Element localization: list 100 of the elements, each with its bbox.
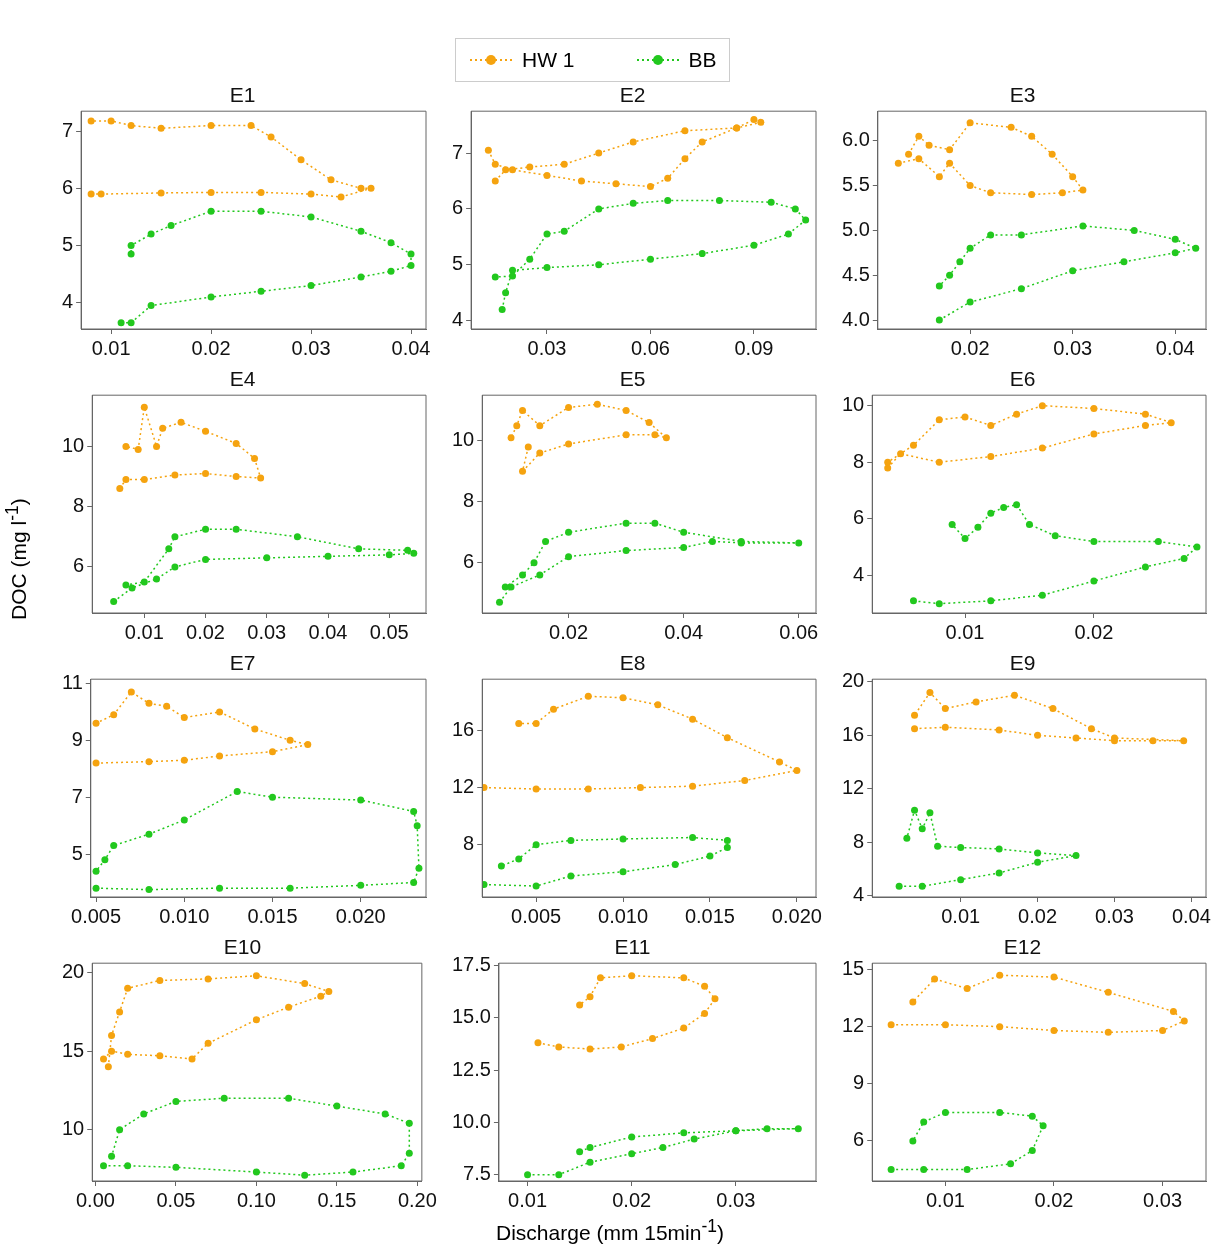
x-tick-label: 0.15 <box>317 1188 357 1211</box>
x-axis-title: Discharge (mm 15min$^{-1}$) <box>495 1216 725 1245</box>
y-tick-label: 8 <box>463 489 475 512</box>
x-tick-label: 0.01 <box>508 1188 548 1211</box>
x-tick-label: 0.02 <box>549 620 589 643</box>
y-tick-label: 20 <box>62 960 85 983</box>
y-tick-label: 6 <box>853 1128 865 1151</box>
y-tick-label: 10.0 <box>451 1109 491 1132</box>
y-tick-label: 7 <box>62 118 74 141</box>
y-tick-label: 4.5 <box>841 262 870 285</box>
y-tick-label: 8 <box>853 449 865 472</box>
x-tick-label: 0.02 <box>1018 904 1058 927</box>
y-tick-label: 16 <box>452 718 475 741</box>
x-tick-label: 0.02 <box>612 1188 652 1211</box>
y-tick-label: 10 <box>62 1117 85 1140</box>
y-tick-label: 16 <box>842 722 865 745</box>
y-tick-label: 6 <box>62 175 74 198</box>
x-tick-label: 0.03 <box>1095 904 1134 927</box>
x-tick-label: 0.020 <box>771 904 822 927</box>
y-tick-label: 9 <box>71 727 83 750</box>
chart-title: E10 <box>223 935 262 959</box>
chart-title: E7 <box>229 651 256 675</box>
x-tick-label: 0.00 <box>76 1188 115 1211</box>
x-tick-label: 0.09 <box>734 336 774 359</box>
x-tick-label: 0.05 <box>156 1188 196 1211</box>
x-tick-label: 0.015 <box>684 904 735 927</box>
y-tick-label: 4 <box>853 883 865 906</box>
y-tick-label: 5 <box>452 252 464 275</box>
y-tick-label: 10 <box>452 428 475 451</box>
x-tick-label: 0.03 <box>716 1188 756 1211</box>
x-tick-label: 0.01 <box>941 904 981 927</box>
y-tick-label: 8 <box>853 829 865 852</box>
y-tick-label: 7 <box>452 140 464 163</box>
x-tick-label: 0.03 <box>291 336 331 359</box>
x-tick-label: 0.03 <box>1053 336 1093 359</box>
chart-title: E1 <box>229 83 256 107</box>
x-tick-label: 0.02 <box>191 336 231 359</box>
y-tick-label: 4.0 <box>841 307 870 330</box>
x-tick-label: 0.03 <box>247 620 287 643</box>
x-tick-label: 0.20 <box>397 1188 437 1211</box>
y-tick-label: 12 <box>842 1014 865 1037</box>
x-tick-label: 0.010 <box>598 904 649 927</box>
y-tick-label: 15.0 <box>451 1005 491 1028</box>
legend-label: BB <box>688 48 717 72</box>
x-tick-label: 0.10 <box>236 1188 276 1211</box>
x-tick-label: 0.04 <box>308 620 348 643</box>
x-tick-label: 0.04 <box>391 336 431 359</box>
y-tick-label: 10 <box>62 433 85 456</box>
chart-title: E5 <box>619 367 646 391</box>
x-tick-label: 0.01 <box>945 620 985 643</box>
y-tick-label: 12 <box>842 776 865 799</box>
x-tick-label: 0.015 <box>247 904 298 927</box>
x-tick-label: 0.005 <box>71 904 122 927</box>
y-tick-label: 4 <box>452 308 464 331</box>
x-tick-label: 0.02 <box>1034 1188 1074 1211</box>
x-tick-label: 0.03 <box>527 336 567 359</box>
chart-title: E3 <box>1009 83 1036 107</box>
legend-label: HW 1 <box>522 48 575 72</box>
x-tick-label: 0.01 <box>124 620 164 643</box>
chart-title: E8 <box>619 651 646 675</box>
y-tick-label: 8 <box>463 832 475 855</box>
y-tick-label: 20 <box>842 669 865 692</box>
y-tick-label: 6.0 <box>841 128 870 151</box>
chart-title: E9 <box>1009 651 1036 675</box>
chart-title: E11 <box>614 935 651 959</box>
y-tick-label: 5 <box>62 233 74 256</box>
chart-title: E6 <box>1009 367 1036 391</box>
y-tick-label: 5.5 <box>841 173 870 196</box>
y-tick-label: 6 <box>853 506 865 529</box>
y-tick-label: 17.5 <box>451 952 491 975</box>
x-tick-label: 0.01 <box>925 1188 965 1211</box>
x-tick-label: 0.05 <box>369 620 409 643</box>
y-tick-label: 4 <box>62 290 74 313</box>
x-tick-label: 0.03 <box>1143 1188 1183 1211</box>
chart-title: E12 <box>1003 935 1042 959</box>
y-tick-label: 7 <box>71 784 83 807</box>
y-tick-label: 5 <box>71 841 83 864</box>
y-tick-label: 7.5 <box>463 1162 491 1185</box>
x-tick-label: 0.04 <box>664 620 704 643</box>
x-tick-label: 0.06 <box>779 620 819 643</box>
x-tick-label: 0.020 <box>335 904 386 927</box>
y-tick-label: 12.5 <box>451 1057 491 1080</box>
x-tick-label: 0.02 <box>950 336 990 359</box>
y-tick-label: 15 <box>62 1038 85 1061</box>
y-tick-label: 6 <box>73 554 85 577</box>
y-tick-label: 6 <box>452 196 464 219</box>
chart-title: E2 <box>619 83 646 107</box>
y-tick-label: 11 <box>62 670 83 693</box>
x-tick-label: 0.010 <box>159 904 210 927</box>
y-tick-label: 5.0 <box>841 217 870 240</box>
x-tick-label: 0.02 <box>1074 620 1114 643</box>
chart-title: E4 <box>229 367 256 391</box>
x-tick-label: 0.06 <box>630 336 670 359</box>
x-tick-label: 0.04 <box>1155 336 1195 359</box>
y-tick-label: 6 <box>463 550 475 573</box>
y-tick-label: 8 <box>73 494 85 517</box>
y-tick-label: 4 <box>853 562 865 585</box>
x-tick-label: 0.02 <box>186 620 226 643</box>
x-tick-label: 0.04 <box>1171 904 1211 927</box>
y-tick-label: 12 <box>452 775 475 798</box>
